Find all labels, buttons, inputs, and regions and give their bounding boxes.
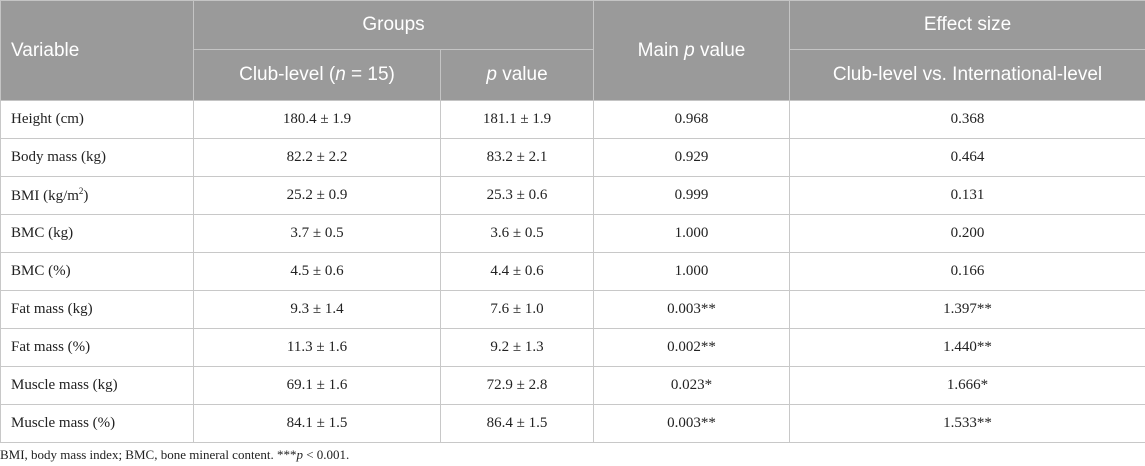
table-row: BMI (kg/m2) 25.2 ± 0.9 25.3 ± 0.6 0.999 …	[0, 176, 1145, 215]
cell-variable: Height (cm)	[0, 100, 194, 139]
header-p-value: p value	[440, 49, 594, 101]
cell-main-p: 0.003**	[593, 290, 790, 329]
results-table: Variable Groups Main p value Effect size…	[0, 0, 1145, 443]
cell-effect-size: 0.200	[789, 214, 1145, 253]
cell-club-level: 25.2 ± 0.9	[193, 176, 441, 215]
table-row: BMC (%) 4.5 ± 0.6 4.4 ± 0.6 1.000 0.166	[0, 252, 1145, 291]
cell-p-value: 72.9 ± 2.8	[440, 366, 594, 405]
cell-variable: Muscle mass (kg)	[0, 366, 194, 405]
cell-effect-size: 0.131	[789, 176, 1145, 215]
cell-p-value: 4.4 ± 0.6	[440, 252, 594, 291]
cell-effect-size: 0.368	[789, 100, 1145, 139]
cell-club-level: 9.3 ± 1.4	[193, 290, 441, 329]
cell-p-value: 9.2 ± 1.3	[440, 328, 594, 367]
header-club-prefix: Club-level (	[239, 64, 336, 85]
cell-effect-size: 0.464	[789, 138, 1145, 177]
table-row: BMC (kg) 3.7 ± 0.5 3.6 ± 0.5 1.000 0.200	[0, 214, 1145, 253]
cell-club-level: 180.4 ± 1.9	[193, 100, 441, 139]
cell-variable: Fat mass (%)	[0, 328, 194, 367]
cell-main-p: 0.968	[593, 100, 790, 139]
table-row: Muscle mass (kg) 69.1 ± 1.6 72.9 ± 2.8 0…	[0, 366, 1145, 405]
cell-variable: Body mass (kg)	[0, 138, 194, 177]
cell-p-value: 25.3 ± 0.6	[440, 176, 594, 215]
cell-club-level: 11.3 ± 1.6	[193, 328, 441, 367]
cell-p-value: 86.4 ± 1.5	[440, 404, 594, 443]
footnote-suffix: < 0.001.	[302, 447, 350, 462]
header-row-1: Variable Groups Main p value Effect size	[0, 0, 1145, 101]
cell-effect-size: 1.440**	[789, 328, 1145, 367]
cell-main-p: 0.002**	[593, 328, 790, 367]
header-comparison: Club-level vs. International-level	[789, 49, 1145, 101]
table-row: Body mass (kg) 82.2 ± 2.2 83.2 ± 2.1 0.9…	[0, 138, 1145, 177]
header-p-italic: p	[486, 64, 497, 85]
header-effect-size: Effect size	[789, 0, 1145, 50]
cell-club-level: 84.1 ± 1.5	[193, 404, 441, 443]
cell-main-p: 0.929	[593, 138, 790, 177]
cell-variable-sup: 2	[78, 186, 84, 196]
results-table-wrapper: Variable Groups Main p value Effect size…	[0, 0, 1145, 443]
cell-effect-size: 1.533**	[789, 404, 1145, 443]
cell-variable: BMC (kg)	[0, 214, 194, 253]
table-row: Fat mass (%) 11.3 ± 1.6 9.2 ± 1.3 0.002*…	[0, 328, 1145, 367]
cell-variable: BMI (kg/m2)	[0, 176, 194, 215]
cell-main-p: 0.003**	[593, 404, 790, 443]
cell-effect-size: 1.666*	[789, 366, 1145, 405]
cell-club-level: 82.2 ± 2.2	[193, 138, 441, 177]
header-club-suffix: = 15)	[345, 64, 395, 85]
cell-variable-after: )	[83, 188, 89, 204]
cell-club-level: 4.5 ± 0.6	[193, 252, 441, 291]
header-club-n: n	[335, 64, 346, 85]
table-row: Fat mass (kg) 9.3 ± 1.4 7.6 ± 1.0 0.003*…	[0, 290, 1145, 329]
cell-main-p: 1.000	[593, 214, 790, 253]
cell-p-value: 3.6 ± 0.5	[440, 214, 594, 253]
cell-variable-text: BMI (kg/m	[11, 188, 79, 204]
header-variable: Variable	[0, 0, 194, 101]
cell-variable: Muscle mass (%)	[0, 404, 194, 443]
cell-variable: BMC (%)	[0, 252, 194, 291]
table-row: Height (cm) 180.4 ± 1.9 181.1 ± 1.9 0.96…	[0, 100, 1145, 139]
cell-p-value: 7.6 ± 1.0	[440, 290, 594, 329]
cell-main-p: 0.023*	[593, 366, 790, 405]
header-main-p-suffix: value	[694, 39, 746, 61]
cell-main-p: 0.999	[593, 176, 790, 215]
footnote-text: BMI, body mass index; BMC, bone mineral …	[0, 447, 297, 462]
cell-effect-size: 0.166	[789, 252, 1145, 291]
table-footnote: BMI, body mass index; BMC, bone mineral …	[0, 447, 349, 463]
header-p-suffix: value	[496, 64, 548, 85]
cell-p-value: 83.2 ± 2.1	[440, 138, 594, 177]
header-main-p-value: Main p value	[593, 0, 790, 101]
header-groups: Groups	[193, 0, 594, 50]
header-row-2: Club-level (n = 15) p value Club-level v…	[1, 49, 1145, 101]
footnote-italic-p: p	[296, 447, 303, 462]
cell-club-level: 69.1 ± 1.6	[193, 366, 441, 405]
header-main-p-prefix: Main	[637, 39, 685, 61]
header-club-level: Club-level (n = 15)	[193, 49, 441, 101]
header-main-p-italic: p	[684, 39, 695, 61]
cell-variable: Fat mass (kg)	[0, 290, 194, 329]
cell-main-p: 1.000	[593, 252, 790, 291]
table-row: Muscle mass (%) 84.1 ± 1.5 86.4 ± 1.5 0.…	[0, 404, 1145, 443]
cell-effect-size: 1.397**	[789, 290, 1145, 329]
cell-p-value: 181.1 ± 1.9	[440, 100, 594, 139]
cell-club-level: 3.7 ± 0.5	[193, 214, 441, 253]
